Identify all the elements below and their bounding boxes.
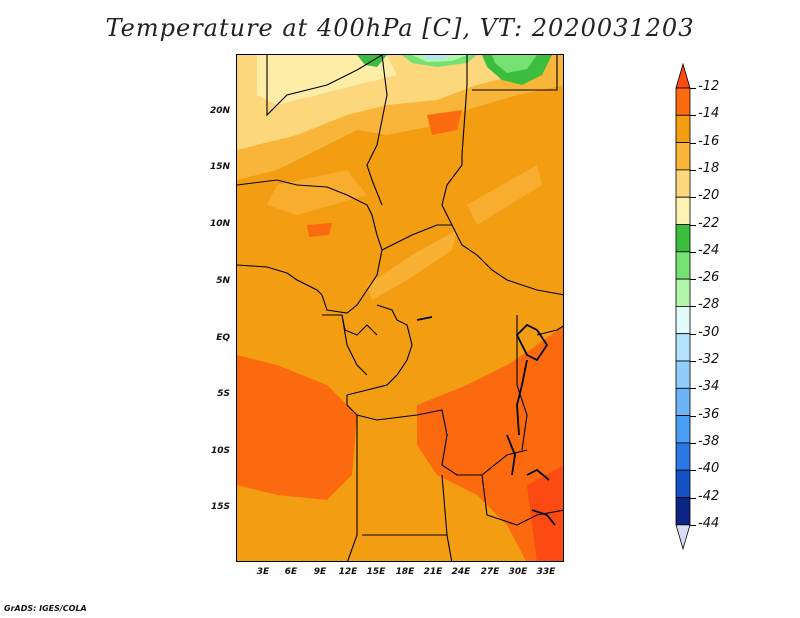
colorbar-swatch: [675, 169, 691, 198]
colorbar-label: -30: [698, 324, 720, 340]
colorbar-tick: [690, 251, 696, 253]
colorbar-tick: [690, 279, 696, 281]
colorbar-tick: [690, 524, 696, 526]
grads-credit: GrADS: IGES/COLA: [4, 604, 87, 613]
lat-label-5s: 5S: [217, 389, 230, 399]
colorbar-tick: [690, 306, 696, 308]
colorbar-tick: [690, 197, 696, 199]
colorbar-tick: [690, 361, 696, 362]
colorbar-swatch: [675, 333, 691, 362]
colorbar-label: -16: [698, 133, 720, 149]
colorbar-tick: [690, 142, 696, 144]
colorbar-label: -18: [698, 160, 720, 176]
colorbar-tick: [690, 442, 696, 444]
colorbar-swatch: [675, 142, 691, 171]
colorbar-label: -12: [698, 79, 720, 94]
colorbar-label: -40: [698, 461, 720, 477]
lon-label-21e: 21E: [423, 567, 443, 577]
colorbar-swatch: [675, 497, 691, 526]
lon-label-12e: 12E: [338, 567, 358, 577]
colorbar: [675, 62, 691, 551]
colorbar-tick: [690, 333, 696, 335]
map-title: Temperature at 400hPa [C], VT: 202003120…: [105, 14, 695, 42]
colorbar-label: -24: [698, 242, 720, 258]
colorbar-tick: [690, 115, 696, 117]
colorbar-swatch: [675, 442, 691, 471]
colorbar-label: -14: [698, 106, 720, 122]
colorbar-tick: [690, 388, 696, 390]
lon-label-18e: 18E: [395, 567, 415, 577]
lat-label-15s: 15S: [210, 502, 230, 512]
lon-label-30e: 30E: [508, 567, 528, 577]
lat-label-20n: 20N: [209, 106, 230, 116]
colorbar-tick: [690, 415, 696, 417]
colorbar-label: -32: [698, 352, 720, 367]
lat-label-5n: 5N: [216, 276, 230, 286]
lon-label-15e: 15E: [366, 567, 386, 577]
colorbar-label: -34: [698, 379, 720, 395]
colorbar-label: -22: [698, 215, 720, 231]
lat-label-eq: EQ: [216, 333, 230, 343]
lon-label-3e: 3E: [256, 567, 270, 577]
colorbar-label: -36: [698, 406, 720, 422]
colorbar-swatch: [675, 387, 691, 416]
colorbar-swatch: [675, 360, 691, 389]
colorbar-tick: [690, 224, 696, 226]
lon-label-6e: 6E: [284, 567, 298, 577]
lat-label-10s: 10S: [210, 446, 230, 456]
colorbar-swatch: [675, 196, 691, 225]
lon-label-9e: 9E: [313, 567, 327, 577]
colorbar-tick: [690, 169, 696, 171]
colorbar-label: -26: [698, 270, 720, 286]
colorbar-label: -20: [698, 188, 720, 204]
lon-label-24e: 24E: [451, 567, 471, 577]
colorbar-label: -38: [698, 433, 720, 449]
colorbar-tick: [690, 497, 696, 499]
colorbar-top-triangle: [675, 62, 691, 89]
colorbar-label: -44: [698, 515, 720, 531]
colorbar-label: -28: [698, 297, 720, 313]
colorbar-swatch: [675, 87, 691, 116]
colorbar-swatch: [675, 251, 691, 280]
colorbar-swatch: [675, 114, 691, 143]
colorbar-swatch: [675, 224, 691, 253]
colorbar-swatch: [675, 305, 691, 335]
colorbar-swatch: [675, 278, 691, 307]
lon-label-33e: 33E: [536, 567, 556, 577]
colorbar-tick: [690, 88, 696, 89]
colorbar-bottom-triangle: [675, 524, 691, 551]
colorbar-tick: [690, 470, 696, 472]
lat-label-10n: 10N: [209, 219, 230, 229]
temperature-field-map: [237, 55, 563, 561]
colorbar-swatch: [675, 415, 691, 444]
lon-label-27e: 27E: [480, 567, 500, 577]
colorbar-label: -42: [698, 488, 720, 504]
colorbar-swatch: [675, 469, 691, 498]
lat-label-15n: 15N: [209, 162, 230, 172]
map-plot-area: [236, 54, 564, 562]
